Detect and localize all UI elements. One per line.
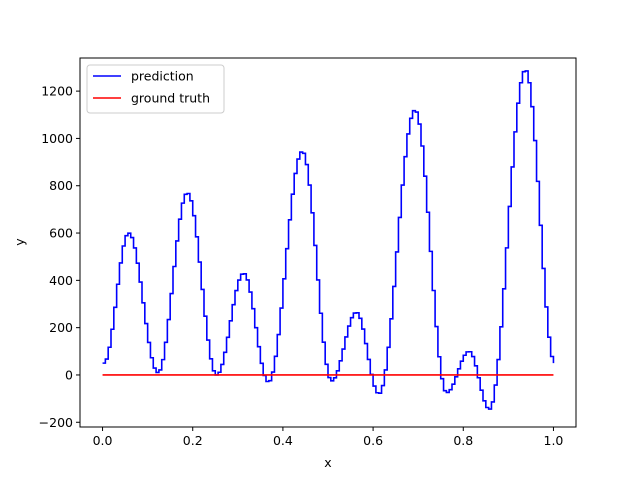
y-tick-label: 200 (49, 320, 73, 335)
x-tick-label: 0.4 (273, 433, 293, 448)
y-ticks: −200 0 200 400 600 800 1000 1200 (39, 84, 80, 430)
x-tick-label: 1.0 (544, 433, 564, 448)
x-axis-label: x (324, 455, 331, 470)
y-tick-label: 400 (49, 273, 73, 288)
y-tick-label: 0 (65, 367, 73, 382)
x-tick-label: 0.2 (183, 433, 203, 448)
axes-frame (79, 57, 577, 428)
y-tick-label: 1000 (41, 131, 73, 146)
legend-frame (86, 64, 225, 114)
y-tick-label: 800 (49, 178, 73, 193)
x-tick-label: 0.8 (453, 433, 473, 448)
y-tick-label: −200 (39, 415, 73, 430)
y-tick-label: 1200 (41, 84, 73, 99)
x-tick-label: 0.0 (93, 433, 113, 448)
series-line-prediction (102, 70, 555, 410)
series-layer (102, 70, 555, 410)
legend-label-ground-truth: ground truth (131, 91, 210, 106)
x-tick-label: 0.6 (363, 433, 383, 448)
y-axis-label: y (12, 238, 27, 246)
legend-label-prediction: prediction (131, 69, 194, 84)
legend: prediction ground truth (86, 64, 225, 114)
x-ticks: 0.0 0.2 0.4 0.6 0.8 1.0 (93, 427, 564, 448)
y-tick-label: 600 (49, 226, 73, 241)
